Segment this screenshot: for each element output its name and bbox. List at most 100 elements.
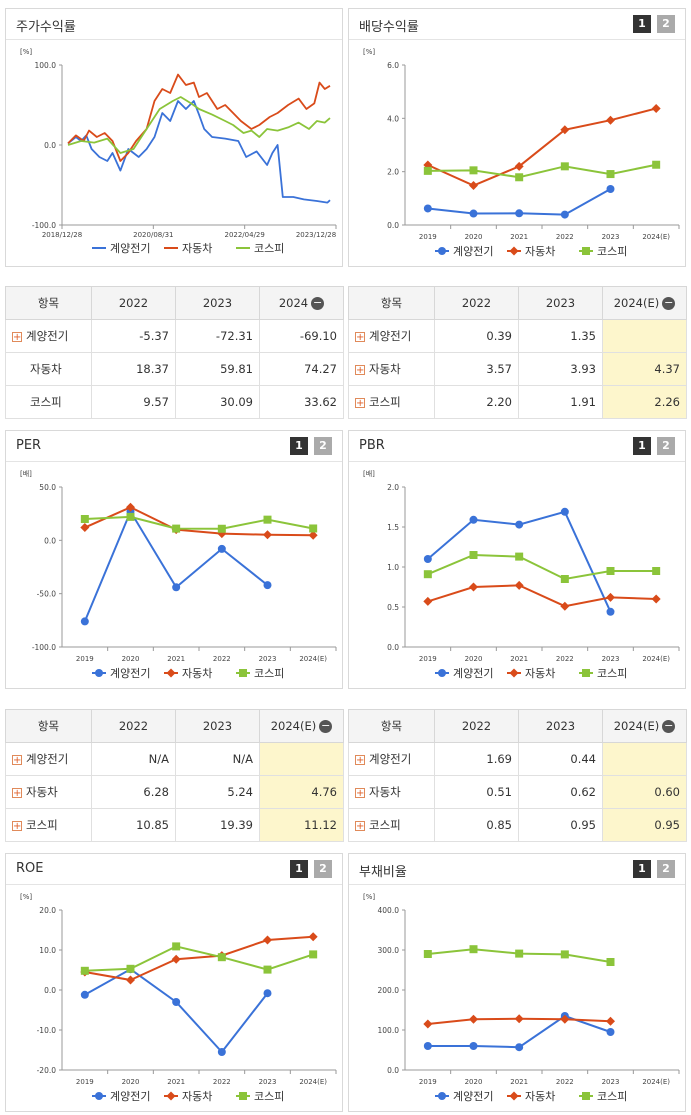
legend-item[interactable]: 계양전기 bbox=[435, 245, 493, 258]
row-name[interactable]: + 계양전기 bbox=[348, 319, 435, 353]
collapse-icon[interactable]: − bbox=[319, 719, 333, 733]
table-pbr: 항목 2022 2023 2024(E) − + 계양전기 1.69 0.44 + 자동차 0… bbox=[348, 709, 687, 842]
expand-plus-icon[interactable]: + bbox=[12, 787, 22, 799]
legend-item[interactable]: 코스피 bbox=[579, 1090, 627, 1103]
data-point bbox=[606, 115, 615, 125]
legend-item[interactable]: 자동차 bbox=[164, 242, 212, 255]
data-point bbox=[560, 162, 569, 171]
legend-item[interactable]: 자동차 bbox=[507, 1090, 555, 1103]
expand-plus-icon[interactable]: + bbox=[355, 397, 365, 409]
row-name[interactable]: + 자동차 bbox=[5, 775, 92, 809]
data-point bbox=[560, 507, 569, 516]
y-tick-label: 2.0 bbox=[387, 483, 399, 492]
legend-label: 계양전기 bbox=[453, 667, 493, 680]
view-2-button[interactable]: 2 bbox=[657, 860, 675, 878]
legend-marker bbox=[438, 247, 446, 255]
cell-value: 1.35 bbox=[518, 319, 603, 353]
legend-label: 자동차 bbox=[182, 242, 212, 255]
legend-label: 자동차 bbox=[182, 667, 212, 680]
expand-plus-icon[interactable]: + bbox=[355, 331, 365, 343]
legend-item[interactable]: 계양전기 bbox=[435, 667, 493, 680]
panel-title: PBR bbox=[359, 438, 385, 453]
collapse-icon[interactable]: − bbox=[662, 719, 676, 733]
row-name[interactable]: + 코스피 bbox=[348, 385, 435, 419]
table-row: + 코스피 10.85 19.39 11.12 bbox=[5, 808, 344, 842]
view-1-button[interactable]: 1 bbox=[290, 437, 308, 455]
header-2023: 2023 bbox=[518, 709, 603, 743]
y-tick-label: 100.0 bbox=[378, 1026, 400, 1035]
view-2-button[interactable]: 2 bbox=[657, 437, 675, 455]
row-name[interactable]: + 코스피 bbox=[348, 808, 435, 842]
cell-value: 2.26 bbox=[602, 385, 687, 419]
data-point bbox=[217, 529, 227, 539]
legend-item[interactable]: 코스피 bbox=[579, 245, 627, 258]
row-name[interactable]: + 계양전기 bbox=[5, 742, 92, 776]
y-tick-label: -20.0 bbox=[37, 1066, 57, 1075]
data-point bbox=[606, 567, 615, 575]
expand-plus-icon[interactable]: + bbox=[355, 820, 365, 832]
legend-marker bbox=[582, 1092, 590, 1100]
legend-item[interactable]: 코스피 bbox=[236, 667, 284, 680]
view-1-button[interactable]: 1 bbox=[633, 437, 651, 455]
view-1-button[interactable]: 1 bbox=[633, 15, 651, 33]
series-line-2 bbox=[427, 553, 657, 581]
cell-value: 6.28 bbox=[91, 775, 176, 809]
data-point bbox=[172, 583, 181, 592]
header-2022: 2022 bbox=[434, 709, 519, 743]
x-tick-label: 2023 bbox=[259, 1078, 277, 1086]
view-2-button[interactable]: 2 bbox=[657, 15, 675, 33]
data-point bbox=[171, 954, 181, 964]
expand-plus-icon[interactable]: + bbox=[12, 820, 22, 832]
x-tick-label: 2024(E) bbox=[642, 233, 670, 241]
table-dividend-yield: 항목 2022 2023 2024(E) − + 계양전기 0.39 1.35 + 자동차 3… bbox=[348, 286, 687, 419]
row-name[interactable]: + 계양전기 bbox=[5, 319, 92, 353]
row-name[interactable]: + 자동차 bbox=[348, 352, 435, 386]
legend-item[interactable]: 자동차 bbox=[164, 667, 212, 680]
legend-item[interactable]: 자동차 bbox=[507, 667, 555, 680]
x-tick-label: 2023 bbox=[602, 1078, 620, 1086]
cell-value: 1.91 bbox=[518, 385, 603, 419]
expand-plus-icon[interactable]: + bbox=[12, 331, 22, 343]
row-label: 자동차 bbox=[369, 362, 401, 376]
view-1-button[interactable]: 1 bbox=[290, 860, 308, 878]
view-2-button[interactable]: 2 bbox=[314, 860, 332, 878]
y-tick-label: 1.5 bbox=[387, 523, 399, 532]
collapse-icon[interactable]: − bbox=[311, 296, 325, 310]
data-point bbox=[80, 990, 89, 999]
expand-plus-icon[interactable]: + bbox=[355, 754, 365, 766]
x-tick-label: 2020/08/31 bbox=[133, 231, 173, 239]
row-name[interactable]: + 자동차 bbox=[348, 775, 435, 809]
legend-item[interactable]: 코스피 bbox=[579, 667, 627, 680]
legend-label: 코스피 bbox=[597, 667, 627, 680]
row-label: 코스피 bbox=[30, 395, 62, 409]
panel-title: 부채비율 bbox=[359, 865, 407, 880]
data-point bbox=[560, 1014, 570, 1024]
view-2-button[interactable]: 2 bbox=[314, 437, 332, 455]
y-tick-label: 300.0 bbox=[378, 946, 400, 955]
expand-plus-icon[interactable]: + bbox=[355, 787, 365, 799]
row-name[interactable]: + 코스피 bbox=[5, 808, 92, 842]
row-name[interactable]: + 계양전기 bbox=[348, 742, 435, 776]
data-point bbox=[606, 958, 615, 966]
legend-item[interactable]: 계양전기 bbox=[435, 1090, 493, 1103]
legend-item[interactable]: 계양전기 bbox=[92, 667, 150, 680]
legend-item[interactable]: 자동차 bbox=[164, 1090, 212, 1103]
data-point bbox=[308, 530, 318, 540]
collapse-icon[interactable]: − bbox=[662, 296, 676, 310]
legend-item[interactable]: 코스피 bbox=[236, 1090, 284, 1103]
row-label: 코스피 bbox=[369, 395, 401, 409]
expand-plus-icon[interactable]: + bbox=[12, 754, 22, 766]
legend-item[interactable]: 자동차 bbox=[507, 245, 555, 258]
cell-value: 33.62 bbox=[259, 385, 344, 419]
table-header-row: 항목 2022 2023 2024− bbox=[5, 286, 344, 320]
view-1-button[interactable]: 1 bbox=[633, 860, 651, 878]
expand-plus-icon[interactable]: + bbox=[355, 364, 365, 376]
table-row: + 계양전기 1.69 0.44 bbox=[348, 742, 687, 776]
header-2024e: 2024(E) − bbox=[259, 709, 344, 743]
header-2024: 2024− bbox=[259, 286, 344, 320]
legend-item[interactable]: 계양전기 bbox=[92, 1090, 150, 1103]
legend-item[interactable]: 코스피 bbox=[236, 242, 284, 255]
legend-item[interactable]: 계양전기 bbox=[92, 242, 150, 255]
chart-roe: [%] 20.0 10.0 0.0 -10.0 -20.0 2019 2020 2021 2022… bbox=[20, 893, 337, 1103]
